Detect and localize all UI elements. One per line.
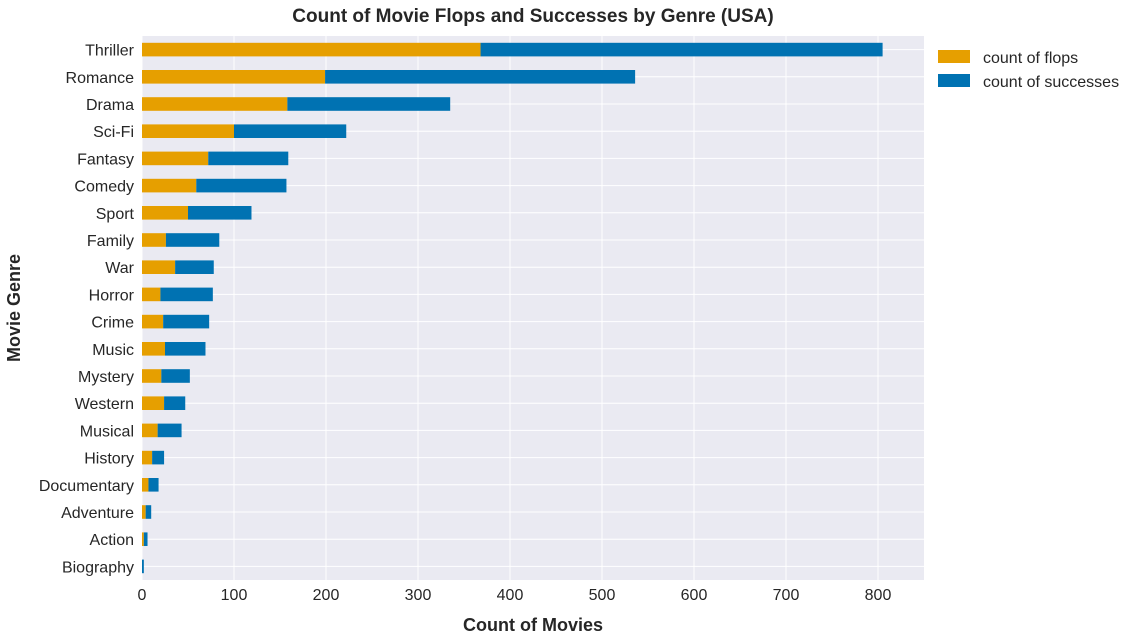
bar-flops-music	[142, 342, 165, 356]
y-tick-label: Romance	[66, 70, 135, 87]
bar-flops-fantasy	[142, 151, 209, 166]
bar-flops-sport	[142, 206, 188, 220]
bar-flops-action	[142, 532, 144, 546]
bar-successes-horror	[160, 287, 213, 302]
y-tick-label: War	[105, 260, 134, 277]
legend-label-flops: count of flops	[983, 50, 1078, 67]
y-tick-label: Music	[92, 342, 134, 359]
bar-flops-adventure	[142, 505, 146, 519]
bar-flops-documentary	[142, 478, 149, 492]
bar-successes-music	[165, 342, 206, 356]
y-tick-label: Action	[90, 532, 134, 549]
y-tick-labels: Thriller Romance Drama Sci-Fi Fantasy Comedy S…	[39, 43, 135, 577]
bar-successes-comedy	[196, 178, 287, 193]
bar-successes-romance	[325, 70, 636, 84]
bar-flops-thriller	[142, 42, 481, 57]
y-tick-label: Mystery	[78, 369, 134, 386]
bar-successes-fantasy	[208, 151, 289, 166]
y-tick-label: Biography	[62, 559, 134, 576]
bar-flops-comedy	[142, 178, 197, 193]
bar-successes-war	[175, 260, 214, 274]
bar-flops-war	[142, 260, 176, 274]
bar-flops-mystery	[142, 369, 162, 383]
y-tick-label: Musical	[80, 423, 134, 440]
bar-flops-drama	[142, 97, 288, 111]
chart-title: Count of Movie Flops and Successes by Ge…	[292, 6, 773, 27]
x-tick-label: 400	[497, 587, 524, 604]
bar-successes-biography	[142, 559, 144, 574]
bar-successes-musical	[157, 423, 182, 438]
y-tick-label: Sci-Fi	[93, 124, 134, 141]
bar-flops-history	[142, 450, 153, 465]
bar-successes-thriller	[480, 42, 883, 57]
y-tick-label: Drama	[86, 97, 134, 114]
y-tick-label: Adventure	[61, 505, 134, 522]
x-tick-label: 700	[773, 587, 800, 604]
y-tick-label: Western	[75, 396, 134, 413]
bar-successes-documentary	[148, 478, 159, 492]
x-tick-label: 200	[313, 587, 340, 604]
plot-background	[142, 36, 924, 580]
bar-successes-drama	[287, 97, 451, 111]
bar-flops-romance	[142, 70, 326, 84]
y-tick-label: Crime	[91, 315, 134, 332]
x-tick-label: 300	[405, 587, 432, 604]
legend: count of flops count of successes	[938, 50, 1119, 91]
legend-swatch-flops	[938, 50, 970, 63]
bar-successes-sport	[188, 206, 252, 220]
x-tick-label: 100	[221, 587, 248, 604]
y-tick-label: Thriller	[85, 43, 135, 60]
legend-label-successes: count of successes	[983, 74, 1119, 91]
x-tick-label: 0	[138, 587, 147, 604]
bar-successes-adventure	[145, 505, 152, 519]
y-tick-label: Comedy	[74, 179, 134, 196]
bar-flops-crime	[142, 314, 164, 329]
bar-successes-action	[143, 532, 148, 546]
bar-flops-western	[142, 396, 165, 410]
y-tick-label: Horror	[89, 287, 135, 304]
x-axis-label: Count of Movies	[463, 615, 603, 635]
bar-flops-sci-fi	[142, 124, 234, 138]
bars	[142, 42, 883, 574]
x-tick-label: 800	[865, 587, 892, 604]
bar-successes-mystery	[161, 369, 190, 383]
y-tick-label: Fantasy	[77, 151, 134, 168]
x-tick-labels: 0 100 200 300 400 500 600 700 800	[138, 587, 892, 604]
legend-swatch-successes	[938, 74, 970, 87]
bar-successes-family	[165, 233, 220, 247]
bar-flops-musical	[142, 423, 158, 438]
bar-successes-western	[164, 396, 186, 410]
y-axis-label: Movie Genre	[4, 254, 24, 362]
y-tick-label: Sport	[96, 206, 135, 223]
y-tick-label: Family	[87, 233, 134, 250]
x-tick-label: 500	[589, 587, 616, 604]
bar-successes-history	[152, 450, 165, 465]
y-tick-label: Documentary	[39, 478, 134, 495]
y-tick-label: History	[84, 451, 134, 468]
bar-successes-crime	[163, 314, 210, 329]
bar-successes-sci-fi	[234, 124, 347, 138]
x-tick-label: 600	[681, 587, 708, 604]
bar-flops-family	[142, 233, 166, 247]
bar-flops-horror	[142, 287, 161, 302]
